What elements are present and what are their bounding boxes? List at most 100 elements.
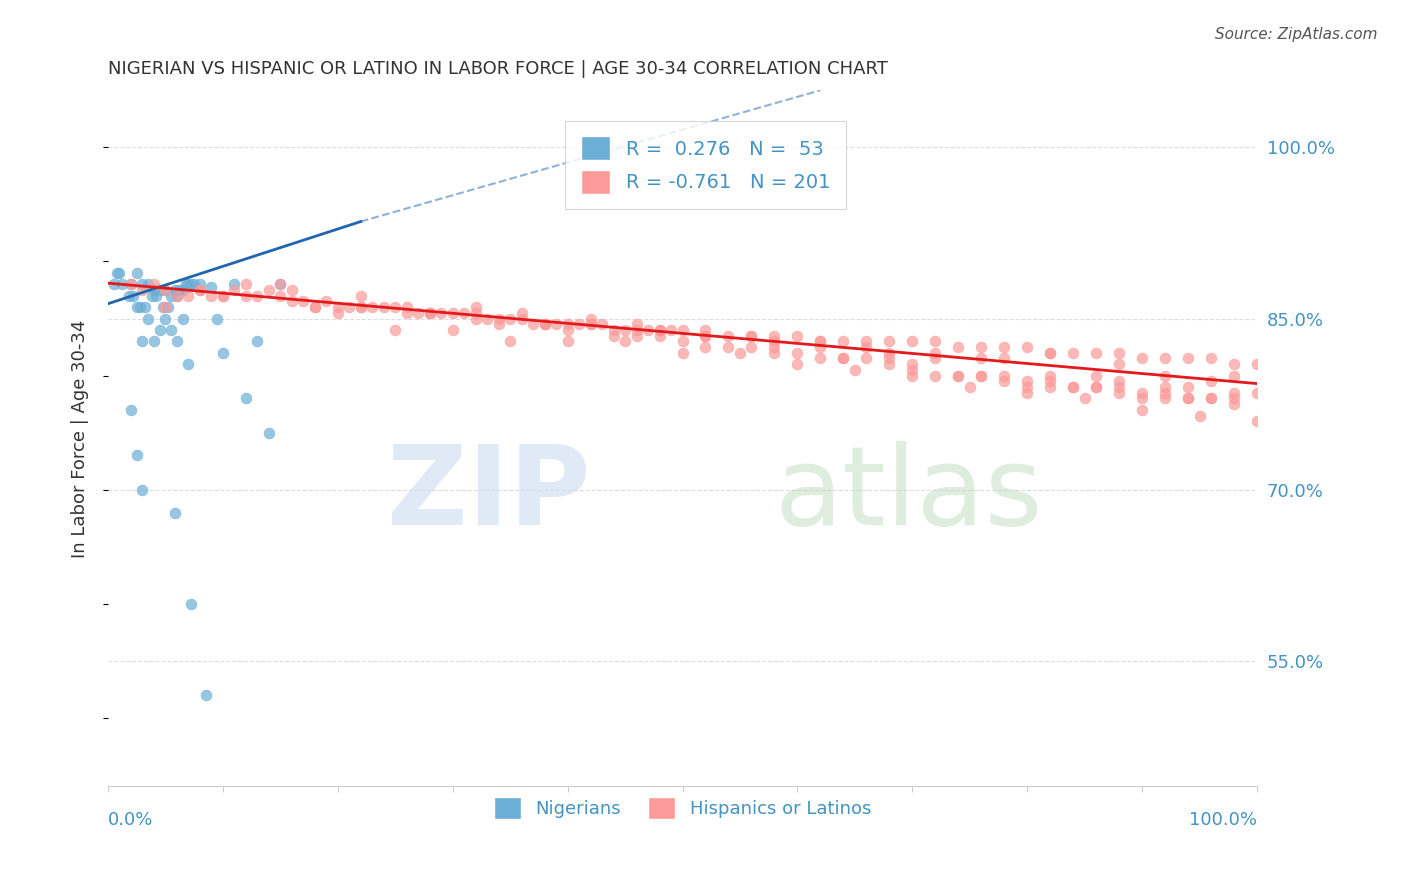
Point [533, 317, 555, 331]
Point [648, 328, 671, 343]
Point [488, 311, 510, 326]
Point [1223, 368, 1246, 383]
Point [224, 277, 246, 292]
Point [212, 289, 235, 303]
Point [475, 311, 498, 326]
Point [970, 340, 993, 354]
Point [464, 300, 486, 314]
Point [1039, 374, 1062, 388]
Point [177, 277, 200, 292]
Point [1085, 380, 1108, 394]
Point [546, 317, 568, 331]
Point [533, 317, 555, 331]
Point [832, 351, 855, 366]
Point [763, 345, 786, 359]
Point [1246, 357, 1268, 371]
Point [235, 289, 257, 303]
Point [257, 425, 280, 440]
Point [155, 311, 177, 326]
Point [740, 340, 762, 354]
Point [269, 277, 291, 292]
Point [246, 289, 269, 303]
Text: NIGERIAN VS HISPANIC OR LATINO IN LABOR FORCE | AGE 30-34 CORRELATION CHART: NIGERIAN VS HISPANIC OR LATINO IN LABOR … [108, 60, 887, 78]
Point [131, 283, 153, 297]
Point [844, 363, 866, 377]
Point [808, 340, 831, 354]
Point [163, 506, 186, 520]
Point [602, 323, 624, 337]
Point [177, 357, 200, 371]
Text: 100.0%: 100.0% [1189, 812, 1257, 830]
Point [1085, 368, 1108, 383]
Point [659, 323, 682, 337]
Point [350, 289, 373, 303]
Point [194, 688, 217, 702]
Point [212, 345, 235, 359]
Point [1177, 380, 1199, 394]
Point [337, 300, 360, 314]
Point [855, 351, 877, 366]
Point [160, 289, 183, 303]
Point [717, 328, 740, 343]
Point [510, 311, 533, 326]
Point [1177, 351, 1199, 366]
Point [141, 289, 163, 303]
Point [614, 334, 637, 349]
Point [1062, 380, 1084, 394]
Point [419, 306, 441, 320]
Point [281, 294, 304, 309]
Point [350, 300, 373, 314]
Point [257, 283, 280, 297]
Point [1154, 351, 1177, 366]
Point [235, 277, 257, 292]
Point [626, 328, 648, 343]
Point [430, 306, 453, 320]
Point [499, 311, 522, 326]
Point [304, 300, 326, 314]
Point [269, 289, 291, 303]
Point [131, 277, 153, 292]
Point [557, 317, 579, 331]
Point [648, 323, 671, 337]
Point [152, 300, 174, 314]
Text: Source: ZipAtlas.com: Source: ZipAtlas.com [1215, 27, 1378, 42]
Point [970, 351, 993, 366]
Point [350, 300, 373, 314]
Point [160, 323, 183, 337]
Point [763, 340, 786, 354]
Point [281, 283, 304, 297]
Point [1017, 380, 1039, 394]
Point [125, 449, 148, 463]
Point [948, 368, 970, 383]
Point [557, 334, 579, 349]
Point [111, 277, 134, 292]
Point [464, 311, 486, 326]
Point [1199, 351, 1222, 366]
Point [1246, 385, 1268, 400]
Point [326, 306, 349, 320]
Point [522, 317, 544, 331]
Point [808, 334, 831, 349]
Point [924, 345, 946, 359]
Point [591, 317, 613, 331]
Point [740, 328, 762, 343]
Point [970, 368, 993, 383]
Point [441, 306, 464, 320]
Point [156, 300, 179, 314]
Point [155, 283, 177, 297]
Point [1223, 357, 1246, 371]
Point [125, 266, 148, 280]
Point [136, 277, 159, 292]
Point [717, 340, 740, 354]
Point [177, 289, 200, 303]
Point [579, 317, 602, 331]
Legend: Nigerians, Hispanics or Latinos: Nigerians, Hispanics or Latinos [479, 782, 886, 833]
Point [1039, 380, 1062, 394]
Point [395, 306, 418, 320]
Point [180, 277, 202, 292]
Point [671, 345, 693, 359]
Point [924, 368, 946, 383]
Point [183, 277, 205, 292]
Point [959, 380, 981, 394]
Point [1017, 385, 1039, 400]
